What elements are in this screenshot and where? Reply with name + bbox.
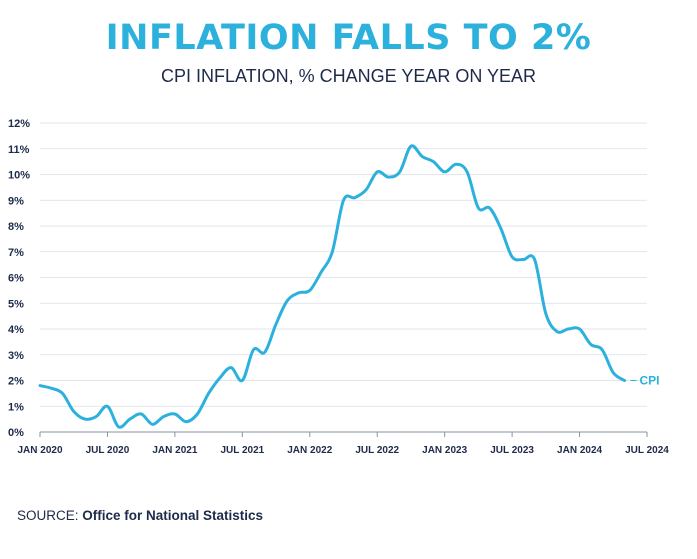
x-tick-label: JAN 2023 xyxy=(422,445,467,456)
chart-title: INFLATION FALLS TO 2% xyxy=(105,18,592,58)
x-tick-label: JUL 2024 xyxy=(625,445,669,456)
x-axis-ticks: JAN 2020 JUL 2020 JAN 2021 JUL 2021 JAN 2022… xyxy=(17,432,669,456)
y-tick-label: 11% xyxy=(8,144,30,156)
y-tick-label: 4% xyxy=(8,324,24,336)
y-tick-label: 6% xyxy=(8,273,24,285)
series-layer: CPI xyxy=(38,144,660,429)
gridlines xyxy=(40,122,647,433)
x-tick-label: JAN 2024 xyxy=(557,445,602,456)
y-tick-label: 3% xyxy=(8,350,24,362)
y-tick-label: 2% xyxy=(8,376,24,388)
x-tick-label: JUL 2022 xyxy=(355,445,399,456)
y-axis-ticks: 0% 1% 2% 3% 4% 5% 6% 7% 8% 9% 10% 11% 12% xyxy=(8,118,30,439)
x-tick-label: JUL 2020 xyxy=(86,445,130,456)
x-tick-label: JUL 2021 xyxy=(220,445,264,456)
series-line-cpi xyxy=(38,144,626,429)
x-tick-label: JAN 2021 xyxy=(152,445,197,456)
x-tick-label: JAN 2022 xyxy=(287,445,332,456)
source-name: Office for National Statistics xyxy=(82,508,264,523)
y-tick-label: 8% xyxy=(8,221,24,233)
line-chart: 0% 1% 2% 3% 4% 5% 6% 7% 8% 9% 10% 11% 12% JAN 2020 JU… xyxy=(8,118,669,456)
source-note: SOURCE: Office for National Statistics xyxy=(17,508,263,523)
y-tick-label: 1% xyxy=(8,401,24,413)
chart-subtitle: CPI INFLATION, % CHANGE YEAR ON YEAR xyxy=(160,66,537,86)
y-tick-label: 9% xyxy=(8,195,24,207)
source-prefix: SOURCE: xyxy=(17,508,79,523)
series-label-cpi: CPI xyxy=(640,374,660,388)
y-tick-label: 5% xyxy=(8,298,24,310)
y-tick-label: 0% xyxy=(8,427,24,439)
x-tick-label: JAN 2020 xyxy=(17,445,62,456)
y-tick-label: 10% xyxy=(8,170,30,182)
y-tick-label: 7% xyxy=(8,247,24,259)
x-tick-label: JUL 2023 xyxy=(490,445,534,456)
y-tick-label: 12% xyxy=(8,118,30,130)
